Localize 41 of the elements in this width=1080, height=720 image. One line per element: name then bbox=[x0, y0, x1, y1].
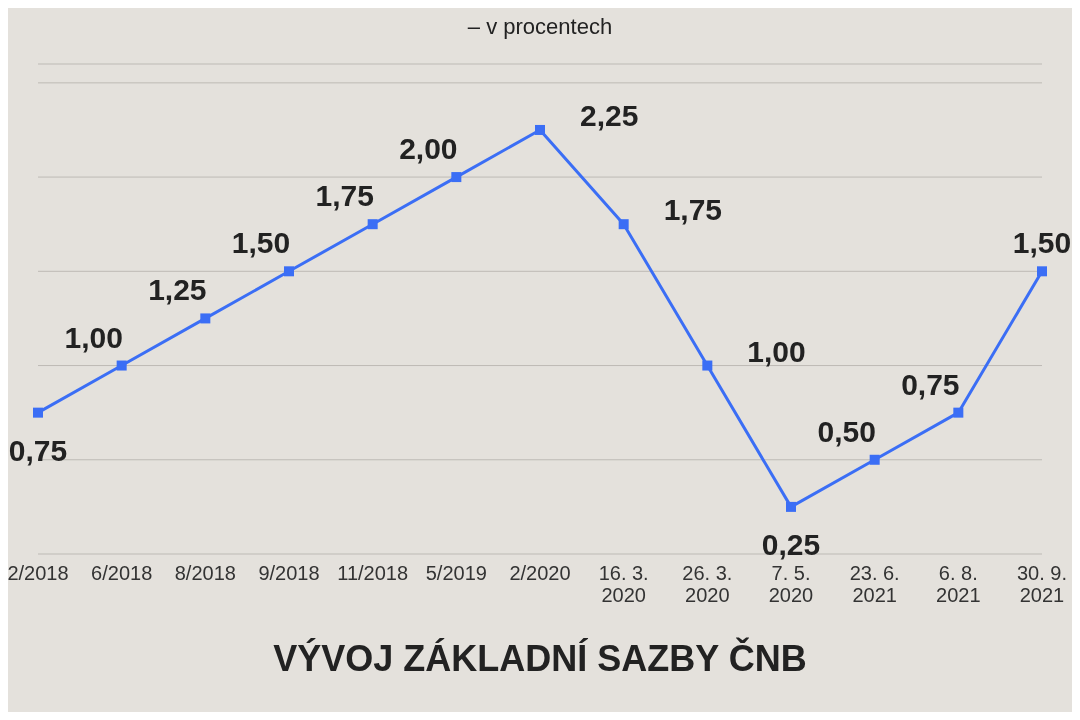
point bbox=[618, 219, 629, 230]
point bbox=[786, 501, 796, 512]
data-label: 1,00 bbox=[747, 334, 806, 368]
point bbox=[535, 124, 545, 135]
chart-subtitle: – v procentech bbox=[466, 13, 614, 41]
data-label: 1,50 bbox=[231, 226, 291, 260]
point bbox=[869, 454, 880, 465]
data-label: 2,25 bbox=[580, 98, 639, 132]
point bbox=[1037, 266, 1047, 277]
data-label: 1,75 bbox=[663, 193, 723, 227]
data-label: 0,75 bbox=[8, 433, 68, 467]
data-label: 1,75 bbox=[315, 179, 374, 213]
data-label: 1,00 bbox=[64, 320, 123, 354]
x-tick-label: 8/2018 bbox=[174, 562, 236, 584]
x-tick-label: 2/2020 bbox=[509, 562, 571, 584]
point bbox=[33, 407, 43, 418]
data-label: 0,75 bbox=[901, 367, 960, 401]
point bbox=[200, 313, 211, 324]
point bbox=[116, 360, 127, 371]
x-tick-label: 11/2018 bbox=[337, 562, 409, 584]
point bbox=[367, 219, 378, 230]
data-label: 2,00 bbox=[399, 132, 458, 166]
data-label: 0,50 bbox=[817, 414, 876, 448]
text: VÝVOJ ZÁKLADNÍ SAZBY ČNB bbox=[272, 638, 808, 680]
x-tick-label: 6/2018 bbox=[91, 562, 153, 584]
x-tick-label: 30. 9. 2021 bbox=[1016, 562, 1068, 606]
data-label: 1,50 bbox=[1012, 226, 1072, 260]
x-tick-label: 26. 3. 2020 bbox=[682, 562, 733, 606]
x-tick-label: 7. 5. 2020 bbox=[768, 562, 814, 606]
point bbox=[284, 266, 294, 277]
point bbox=[953, 407, 964, 418]
data-label: 0,25 bbox=[761, 527, 821, 561]
x-tick-label: 5/2019 bbox=[425, 562, 487, 584]
point bbox=[702, 360, 713, 371]
x-tick-label: 2/2018 bbox=[7, 562, 69, 584]
x-tick-label: 23. 6. 2021 bbox=[849, 562, 900, 606]
point bbox=[451, 172, 462, 183]
x-tick-label: 6. 8. 2021 bbox=[936, 562, 981, 606]
data-label: 1,25 bbox=[148, 273, 207, 307]
x-tick-label: 9/2018 bbox=[258, 562, 320, 584]
x-tick-label: 16. 3. 2020 bbox=[598, 562, 649, 606]
